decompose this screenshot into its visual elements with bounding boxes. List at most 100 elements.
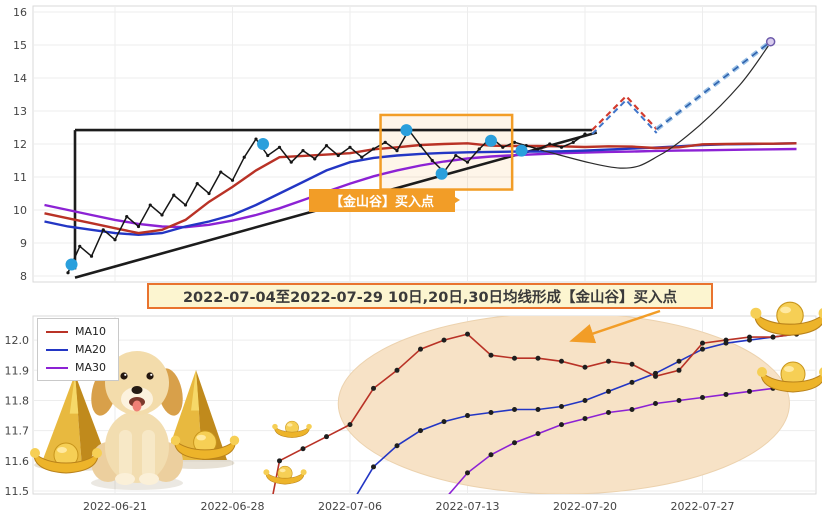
- y-tick-label: 10: [13, 204, 27, 217]
- price-marker: [536, 147, 540, 151]
- price-marker: [207, 191, 211, 196]
- ma10-marker: [418, 346, 423, 352]
- ma10-marker: [653, 373, 658, 379]
- x-tick-label: 2022-07-27: [671, 500, 735, 513]
- y-tick-label: 11.5: [5, 485, 30, 498]
- price-marker: [430, 158, 434, 163]
- price-marker: [289, 160, 293, 164]
- y-tick-label: 11: [13, 171, 27, 184]
- ma30-marker: [488, 452, 494, 458]
- ma20-marker: [606, 388, 611, 394]
- ma20-marker: [418, 428, 423, 434]
- ma20-marker: [582, 397, 588, 403]
- gold-ingot-icon: [263, 465, 307, 485]
- price-marker: [583, 132, 587, 136]
- price-marker: [348, 145, 352, 149]
- price-marker: [454, 153, 458, 158]
- ma10-marker: [371, 385, 376, 391]
- price-marker: [371, 147, 376, 151]
- price-marker: [125, 215, 129, 219]
- ma30-marker: [676, 397, 682, 403]
- buy-point-dot: [257, 138, 270, 150]
- price-marker: [78, 244, 82, 248]
- ma10-marker: [300, 446, 306, 452]
- ma30-marker: [559, 422, 564, 428]
- price-marker: [559, 145, 564, 149]
- ma20-marker: [559, 404, 564, 410]
- gold-ingot-icon: [170, 430, 240, 460]
- x-tick-label: 2022-06-28: [201, 500, 265, 513]
- y-tick-label: 12.0: [5, 334, 30, 347]
- golden-retriever-puppy: [91, 351, 183, 490]
- ma10-marker: [488, 352, 494, 358]
- price-marker: [277, 145, 282, 149]
- ma30-legend-label: MA30: [75, 361, 107, 374]
- ma30-marker: [535, 431, 541, 437]
- ma10-marker: [535, 355, 541, 361]
- ma20-marker: [676, 358, 682, 364]
- buy-point-dot: [400, 124, 413, 137]
- price-marker: [548, 142, 552, 146]
- price-marker: [195, 182, 199, 186]
- gold-ingot-icon: [30, 442, 102, 474]
- ma10-marker: [465, 331, 470, 337]
- price-marker: [571, 140, 575, 144]
- price-marker: [66, 271, 70, 275]
- ma20-marker: [512, 407, 517, 413]
- price-marker: [477, 147, 481, 151]
- annotation-arrow: [569, 309, 661, 344]
- price-marker: [183, 203, 188, 207]
- price-marker: [242, 155, 246, 159]
- ma10-marker: [277, 458, 282, 464]
- ma20-marker: [441, 419, 447, 425]
- ma10-marker: [770, 334, 776, 340]
- ma10-marker: [324, 434, 329, 440]
- ma10-marker: [629, 361, 635, 367]
- price-marker: [254, 137, 258, 141]
- price-marker: [418, 144, 423, 148]
- y-tick-label: 11.7: [5, 425, 30, 438]
- chart-legend: MA10 MA20 MA30: [37, 318, 120, 381]
- ma10-marker: [512, 355, 517, 361]
- ma30-marker: [606, 410, 611, 416]
- ma20-marker: [700, 346, 705, 352]
- gold-ingot-icon: [757, 361, 822, 393]
- buy-point-dot: [515, 144, 528, 157]
- forecast-end-marker: [765, 36, 776, 47]
- price-marker: [89, 254, 94, 258]
- bottom-panel-group: [272, 316, 799, 494]
- banner-text: 2022-07-04至2022-07-29 10日,20日,30日均线形成【金山…: [182, 289, 678, 306]
- price-marker: [266, 153, 270, 158]
- ma10-legend-label: MA10: [75, 325, 107, 338]
- legend-item-ma30: MA30: [46, 361, 106, 374]
- price-marker: [113, 238, 117, 242]
- y-tick-label: 12: [13, 138, 27, 151]
- y-tick-label: 11.9: [5, 364, 30, 377]
- y-tick-label: 13: [13, 105, 27, 118]
- buy-point-dot: [65, 258, 78, 271]
- price-marker: [324, 144, 329, 148]
- ma20-marker: [465, 413, 470, 419]
- y-tick-label: 9: [20, 237, 27, 250]
- ma30-marker: [629, 407, 635, 413]
- ma20-marker: [535, 407, 541, 413]
- y-tick-label: 8: [20, 270, 27, 283]
- ma20-legend-label: MA20: [75, 343, 107, 356]
- gold-ingot-icon: [272, 420, 312, 438]
- price-marker: [313, 157, 317, 161]
- ma30-line-swatch: [46, 366, 68, 369]
- buy-label-pointer-icon: [447, 192, 468, 208]
- ma20-marker: [371, 464, 376, 470]
- decorations-group: [30, 301, 822, 490]
- buy-point-dot: [435, 167, 448, 180]
- x-tick-label: 2022-06-21: [83, 500, 147, 513]
- y-tick-label: 11.6: [5, 455, 30, 468]
- y-tick-label: 14: [13, 72, 27, 85]
- highlight-ellipse: [337, 316, 790, 494]
- x-tick-label: 2022-07-06: [318, 500, 382, 513]
- ma10-marker: [559, 358, 564, 364]
- ma30-marker: [723, 391, 729, 397]
- ma30-marker: [512, 440, 517, 446]
- ma30-marker: [465, 470, 470, 476]
